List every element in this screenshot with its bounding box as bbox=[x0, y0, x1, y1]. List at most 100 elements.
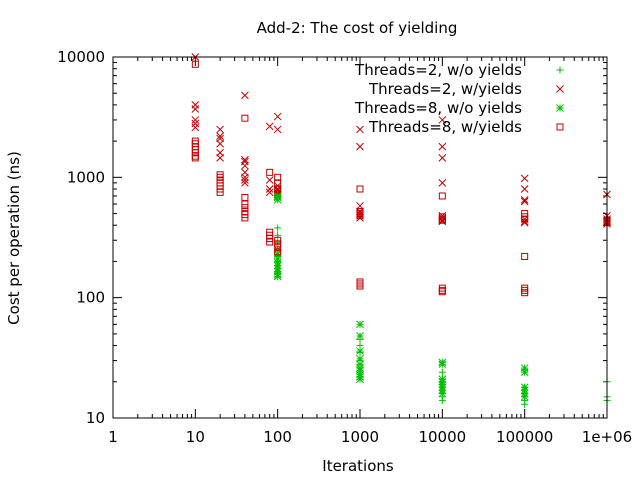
data-point bbox=[356, 332, 364, 340]
data-point bbox=[241, 176, 249, 184]
data-point bbox=[438, 284, 446, 292]
series-4 bbox=[191, 60, 611, 297]
x-tick-label: 1 bbox=[108, 428, 118, 446]
data-point bbox=[438, 396, 446, 404]
data-point bbox=[356, 320, 364, 329]
data-point bbox=[274, 248, 282, 256]
data-point bbox=[356, 185, 364, 193]
data-point bbox=[241, 161, 249, 170]
data-point bbox=[266, 238, 274, 246]
x-tick-label: 100000 bbox=[496, 428, 553, 446]
data-point bbox=[521, 400, 529, 408]
data-point bbox=[356, 142, 364, 151]
data-point bbox=[191, 154, 199, 162]
series-3 bbox=[273, 192, 529, 401]
data-point bbox=[356, 278, 364, 286]
data-point bbox=[438, 217, 447, 226]
data-point bbox=[241, 114, 249, 122]
y-tick-label: 10000 bbox=[57, 48, 105, 66]
data-point bbox=[274, 236, 282, 244]
data-point bbox=[273, 185, 282, 193]
plot-marks bbox=[191, 53, 611, 408]
y-tick-label: 10 bbox=[86, 409, 105, 427]
data-point bbox=[521, 215, 529, 223]
data-point bbox=[521, 284, 529, 292]
data-point bbox=[273, 195, 282, 204]
data-point bbox=[191, 101, 200, 109]
legend-marker bbox=[556, 123, 564, 131]
data-point bbox=[241, 91, 249, 100]
data-point bbox=[520, 195, 529, 204]
data-point bbox=[520, 217, 529, 226]
data-point bbox=[241, 200, 249, 208]
data-point bbox=[520, 185, 529, 193]
data-point bbox=[273, 272, 282, 281]
data-point bbox=[438, 216, 446, 224]
data-point bbox=[265, 188, 274, 197]
y-tick-label: 100 bbox=[76, 289, 105, 307]
data-point bbox=[438, 178, 447, 187]
data-point bbox=[216, 132, 224, 140]
data-point bbox=[520, 218, 529, 227]
y-axis-label: Cost per operation (ns) bbox=[5, 151, 23, 325]
data-point bbox=[265, 122, 274, 131]
x-tick-label: 10000 bbox=[418, 428, 466, 446]
data-point bbox=[521, 286, 529, 294]
data-point bbox=[356, 214, 364, 222]
data-point bbox=[438, 154, 447, 162]
x-axis-label: Iterations bbox=[322, 457, 394, 475]
data-point bbox=[438, 360, 447, 369]
data-point bbox=[438, 368, 446, 376]
x-tick-label: 1e+06 bbox=[582, 428, 632, 446]
series-2 bbox=[191, 53, 611, 228]
legend-marker bbox=[556, 66, 564, 74]
plot-frame bbox=[112, 56, 608, 419]
data-point bbox=[241, 214, 249, 222]
data-point bbox=[191, 119, 200, 128]
data-point bbox=[521, 252, 529, 260]
data-point bbox=[241, 193, 249, 201]
data-point bbox=[356, 211, 364, 220]
data-point bbox=[265, 185, 274, 193]
data-point bbox=[241, 204, 249, 212]
data-point bbox=[438, 116, 447, 124]
data-point bbox=[265, 176, 274, 184]
data-point bbox=[520, 197, 529, 206]
data-point bbox=[356, 375, 364, 384]
data-point bbox=[520, 368, 529, 377]
data-point bbox=[191, 105, 200, 113]
chart-title: Add-2: The cost of yielding bbox=[257, 19, 458, 37]
x-tick-label: 100 bbox=[263, 428, 292, 446]
legend-marker bbox=[556, 104, 564, 112]
data-point bbox=[274, 240, 282, 248]
data-point bbox=[438, 389, 447, 398]
data-point bbox=[356, 282, 364, 290]
data-point bbox=[356, 212, 364, 220]
data-point bbox=[191, 123, 200, 132]
data-point bbox=[216, 188, 224, 196]
data-point bbox=[438, 142, 447, 151]
data-point bbox=[274, 185, 282, 193]
x-tick-label: 10 bbox=[186, 428, 205, 446]
data-point bbox=[273, 125, 282, 134]
data-point bbox=[274, 244, 282, 252]
data-point bbox=[438, 288, 446, 296]
data-point bbox=[266, 168, 274, 176]
data-point bbox=[273, 112, 282, 121]
data-point bbox=[356, 280, 364, 288]
data-point bbox=[356, 125, 364, 134]
legend-marker bbox=[556, 85, 564, 93]
legend-label: Threads=8, w/yields bbox=[368, 118, 522, 136]
data-point bbox=[521, 289, 529, 297]
data-point bbox=[216, 154, 224, 162]
y-tick-label: 1000 bbox=[67, 168, 105, 186]
data-point bbox=[520, 392, 529, 401]
data-point bbox=[356, 347, 364, 355]
data-point bbox=[216, 139, 224, 148]
data-point bbox=[241, 178, 249, 187]
data-point bbox=[520, 174, 529, 183]
data-point bbox=[241, 173, 249, 182]
